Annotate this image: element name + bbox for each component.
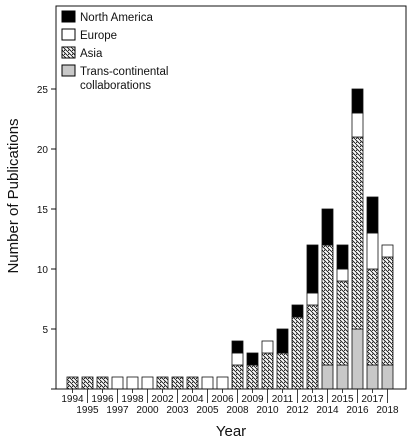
x-tick-label-2004: 2004 (181, 394, 204, 405)
bar-1994-asia (66, 376, 79, 390)
x-tick-label-2003: 2003 (166, 405, 189, 416)
bar-2004-asia (186, 376, 199, 390)
bar-2014-asia (321, 244, 334, 366)
x-tick-label-2009: 2009 (241, 394, 264, 405)
x-tick-label-2000: 2000 (136, 405, 159, 416)
y-tick-label: 10 (37, 265, 49, 276)
x-tick-label-1998: 1998 (121, 394, 144, 405)
y-tick-label: 5 (42, 325, 48, 336)
y-axis: 5 10 15 20 25 (37, 85, 56, 390)
legend-label-europe: Europe (80, 30, 117, 42)
bar-2017-asia (366, 268, 379, 366)
bar-2003-asia (171, 376, 184, 390)
legend-swatch-trans-continental (61, 64, 76, 77)
bar-2018-asia (381, 256, 394, 366)
bar-2016-asia (351, 136, 364, 330)
x-tick-label-1995: 1995 (76, 405, 99, 416)
bar-2005-europe (201, 376, 214, 390)
x-tick-label-2016: 2016 (346, 405, 369, 416)
bar-2017-europe (366, 232, 379, 270)
x-tick-label-2011: 2011 (272, 394, 294, 405)
x-tick-label-1994: 1994 (61, 394, 84, 405)
bar-1997-europe (111, 376, 124, 390)
bar-2008-north-america (231, 340, 244, 354)
x-tick-label-2002: 2002 (151, 394, 174, 405)
bar-2010-europe (261, 340, 274, 354)
legend-label-north-america: North America (80, 12, 153, 24)
legend-label-trans-continental: Trans-continental collaborations (80, 66, 172, 92)
x-tick-label-2013: 2013 (301, 394, 324, 405)
bar-2015-north-america (336, 244, 349, 270)
bar-2016-north-america (351, 88, 364, 114)
bar-2009-north-america (246, 352, 259, 366)
bar-2008-europe (231, 352, 244, 366)
x-tick-label-1996: 1996 (91, 394, 114, 405)
legend-swatch-europe (61, 28, 76, 41)
bar-2009-asia (246, 364, 259, 390)
x-tick-label-2006: 2006 (211, 394, 234, 405)
y-tick-label: 25 (37, 85, 49, 96)
bar-1998-europe (126, 376, 139, 390)
x-tick-label-2018: 2018 (376, 405, 399, 416)
bar-2015-europe (336, 268, 349, 282)
bar-2014-north-america (321, 208, 334, 246)
plot-frame (55, 5, 407, 390)
x-tick-label-2008: 2008 (226, 405, 249, 416)
y-axis-title: Number of Publications (5, 118, 22, 273)
bar-2010-asia (261, 352, 274, 390)
bar-2011-asia (276, 352, 289, 390)
x-tick-label-2017: 2017 (361, 394, 384, 405)
bar-2002-asia (156, 376, 169, 390)
bar-2015-trans-continental-collaborations (336, 364, 349, 390)
x-axis-title: Year (216, 423, 246, 440)
x-axis: 1994199519961997199820002002200320042005… (61, 389, 399, 416)
bar-2013-north-america (306, 244, 319, 294)
bar-2017-trans-continental-collaborations (366, 364, 379, 390)
bar-2011-north-america (276, 328, 289, 354)
y-tick-label: 15 (37, 205, 49, 216)
bar-2013-europe (306, 292, 319, 306)
bar-2016-trans-continental-collaborations (351, 328, 364, 390)
bar-2008-asia (231, 364, 244, 390)
x-tick-label-1997: 1997 (106, 405, 129, 416)
bar-2006-europe (216, 376, 229, 390)
bar-2013-asia (306, 304, 319, 390)
legend-label-asia: Asia (80, 48, 103, 60)
bar-1995-asia (81, 376, 94, 390)
bar-2017-north-america (366, 196, 379, 234)
legend-swatch-asia (61, 46, 76, 59)
bars-layer (66, 88, 394, 390)
bar-2000-europe (141, 376, 154, 390)
bar-2018-trans-continental-collaborations (381, 364, 394, 390)
bar-2014-trans-continental-collaborations (321, 364, 334, 390)
x-tick-label-2005: 2005 (196, 405, 219, 416)
x-tick-label-2014: 2014 (316, 405, 339, 416)
bar-1996-asia (96, 376, 109, 390)
bar-2015-asia (336, 280, 349, 366)
x-tick-label-2010: 2010 (256, 405, 279, 416)
x-tick-label-2012: 2012 (286, 405, 309, 416)
legend: North America Europe Asia Trans-continen… (61, 10, 172, 92)
legend-swatch-north-america (61, 10, 76, 23)
x-tick-label-2015: 2015 (331, 394, 354, 405)
bar-2012-asia (291, 316, 304, 390)
bar-2016-europe (351, 112, 364, 138)
bar-2018-europe (381, 244, 394, 258)
y-tick-label: 20 (37, 145, 49, 156)
bar-2012-north-america (291, 304, 304, 318)
